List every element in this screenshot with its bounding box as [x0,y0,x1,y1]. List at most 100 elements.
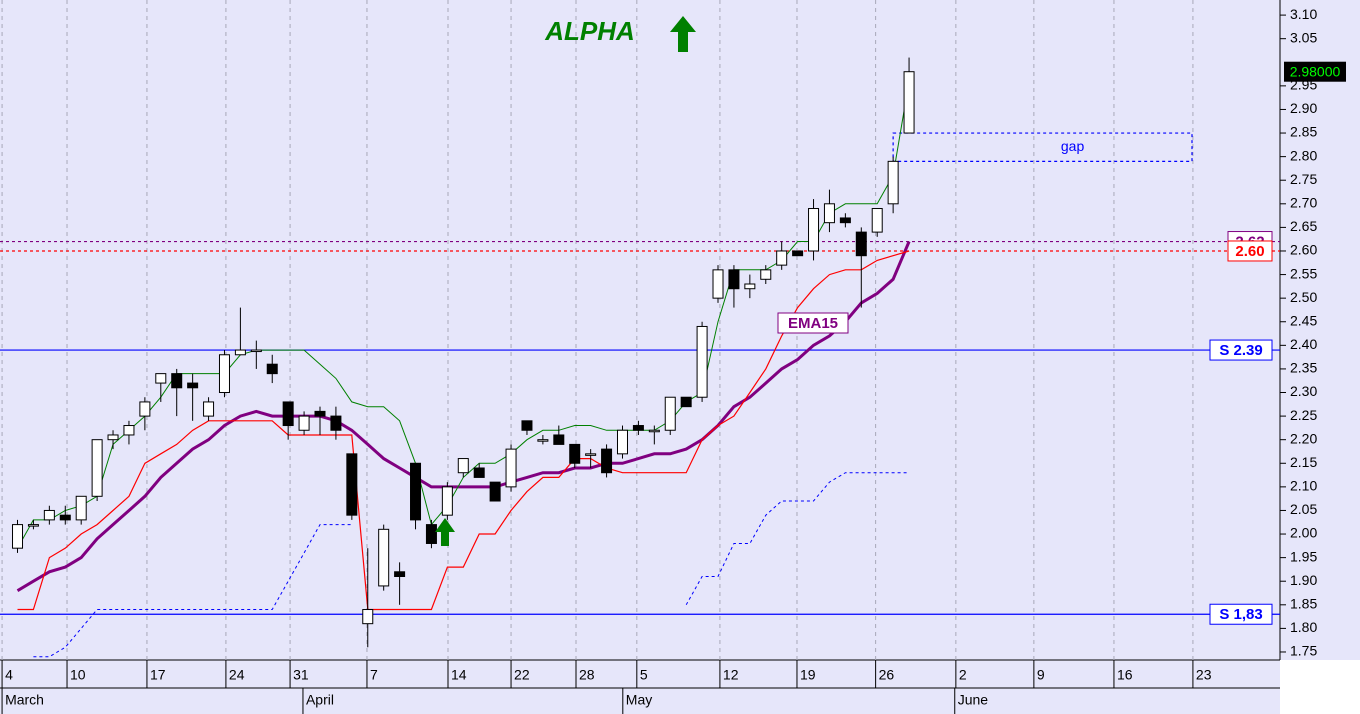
candle-body [601,448,613,474]
candle-body [744,283,756,290]
candle-body [871,208,883,233]
level-label: S 1,83 [1219,606,1262,623]
x-tick-label: 7 [370,667,378,683]
candle-body [680,396,692,408]
candle-body [489,481,501,502]
y-tick-label: 1.90 [1290,572,1317,588]
candle-body [410,462,422,521]
candle-body [648,429,660,433]
candle-body [712,269,724,299]
up-arrow [670,16,696,52]
candle-body [330,415,342,431]
y-tick-label: 2.05 [1290,501,1317,517]
y-tick-label: 2.50 [1290,289,1317,305]
indicator-line [16,240,911,592]
level-label: 2.60 [1235,243,1264,260]
y-tick-label: 2.35 [1290,360,1317,376]
y-tick-label: 2.30 [1290,383,1317,399]
candle-body [314,410,326,417]
x-tick-label: 17 [150,667,166,683]
candle-body [203,401,215,417]
candle-body [155,373,167,384]
y-tick-label: 2.70 [1290,195,1317,211]
candle-body [59,514,71,521]
candle-body [43,509,55,521]
y-tick-label: 2.65 [1290,218,1317,234]
candle-body [664,396,676,431]
candle-body [728,269,740,290]
y-tick-label: 2.75 [1290,171,1317,187]
candle-body [808,208,820,252]
x-tick-label: 16 [1117,667,1133,683]
candle-body [362,609,374,625]
indicator-line [17,250,910,611]
x-tick-label: 9 [1037,667,1045,683]
candle-body [75,495,87,521]
candle-body [903,71,915,134]
y-tick-label: 1.85 [1290,596,1317,612]
x-tick-label: 24 [229,667,245,683]
y-tick-label: 1.95 [1290,548,1317,564]
month-label: April [306,692,334,708]
last-price-label: 2.98000 [1290,63,1341,79]
y-tick-label: 2.90 [1290,100,1317,116]
y-tick-label: 2.20 [1290,430,1317,446]
y-tick-label: 1.75 [1290,643,1317,659]
candle-body [760,269,772,280]
candle-body [585,453,597,456]
candle-body [823,203,835,224]
candle-body [346,453,358,516]
candle-body [855,231,867,257]
price-axis-area [1280,0,1360,660]
candle-body [139,401,151,417]
candle-body [107,434,119,441]
y-tick-label: 2.40 [1290,336,1317,352]
y-tick-label: 2.10 [1290,478,1317,494]
candle-body [250,349,262,353]
gap-label: gap [1061,138,1085,154]
x-tick-label: 12 [723,667,739,683]
x-tick-label: 28 [579,667,595,683]
x-tick-label: 14 [451,667,467,683]
last-price-box [1284,61,1346,82]
candle-body [27,524,39,527]
candle-body [521,420,533,431]
candle-body [616,429,628,455]
candle-body [218,354,230,394]
chart-title: ALPHA [544,16,635,46]
y-tick-label: 3.05 [1290,29,1317,45]
candle-body [569,443,581,464]
level-label-box [1209,339,1273,361]
y-tick-label: 3.10 [1290,6,1317,22]
buy-arrow [435,518,455,546]
candle-body [776,250,788,266]
x-tick-label: 31 [293,667,309,683]
level-label: S 2.39 [1219,342,1262,359]
candle-body [187,382,199,389]
candle-body [537,439,549,442]
candle-body [839,217,851,224]
y-tick-label: 1.80 [1290,619,1317,635]
y-tick-label: 2.15 [1290,454,1317,470]
y-tick-label: 2.00 [1290,525,1317,541]
y-tick-label: 2.60 [1290,242,1317,258]
candle-body [91,439,103,497]
time-axis-area [0,660,1280,714]
candle-body [792,250,804,257]
candle-body [632,425,644,431]
month-label: May [626,692,652,708]
candle-body [234,349,246,356]
x-tick-label: 4 [5,667,13,683]
x-tick-label: 19 [800,667,816,683]
x-tick-label: 22 [514,667,530,683]
candle-body [378,528,390,587]
y-tick-label: 2.85 [1290,124,1317,140]
x-tick-label: 10 [70,667,86,683]
candle-body [441,486,453,516]
candle-body [696,325,708,398]
level-label-box [1227,240,1273,262]
candle-body [394,571,406,577]
candle-body [473,467,485,478]
candle-body [298,415,310,431]
